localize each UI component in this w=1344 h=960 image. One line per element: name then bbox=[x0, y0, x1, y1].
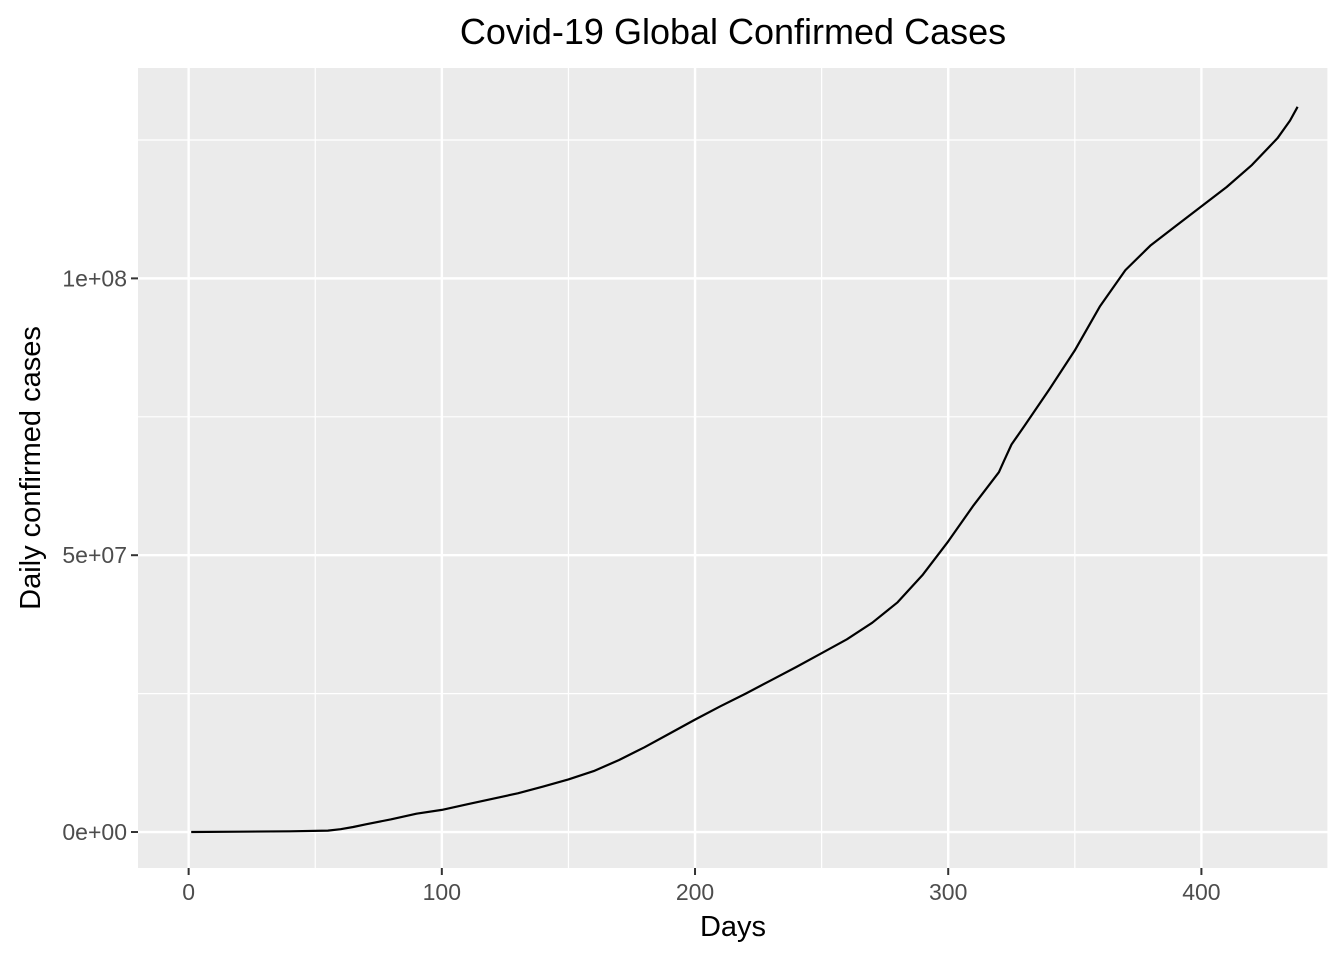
plot-panel bbox=[138, 68, 1328, 868]
x-tick-label: 200 bbox=[676, 879, 714, 905]
x-tick-label: 100 bbox=[423, 879, 461, 905]
y-tick-label: 0e+00 bbox=[62, 819, 127, 845]
x-tick-label: 300 bbox=[929, 879, 967, 905]
x-tick-label: 400 bbox=[1182, 879, 1220, 905]
x-axis-title: Days bbox=[700, 911, 766, 943]
y-axis-title: Daily confirmed cases bbox=[15, 326, 47, 610]
minor-gridlines bbox=[138, 68, 1329, 868]
series-lines bbox=[191, 106, 1299, 834]
x-axis: 0 100 200 300 400 bbox=[182, 868, 1221, 905]
y-tick-label: 5e+07 bbox=[62, 542, 127, 568]
x-tick-label: 0 bbox=[182, 879, 195, 905]
major-gridlines bbox=[138, 68, 1328, 868]
y-axis: 0e+00 5e+07 1e+08 bbox=[62, 265, 138, 845]
chart-title: Covid-19 Global Confirmed Cases bbox=[460, 11, 1006, 52]
y-tick-label: 1e+08 bbox=[62, 265, 127, 291]
series-line bbox=[191, 106, 1299, 834]
